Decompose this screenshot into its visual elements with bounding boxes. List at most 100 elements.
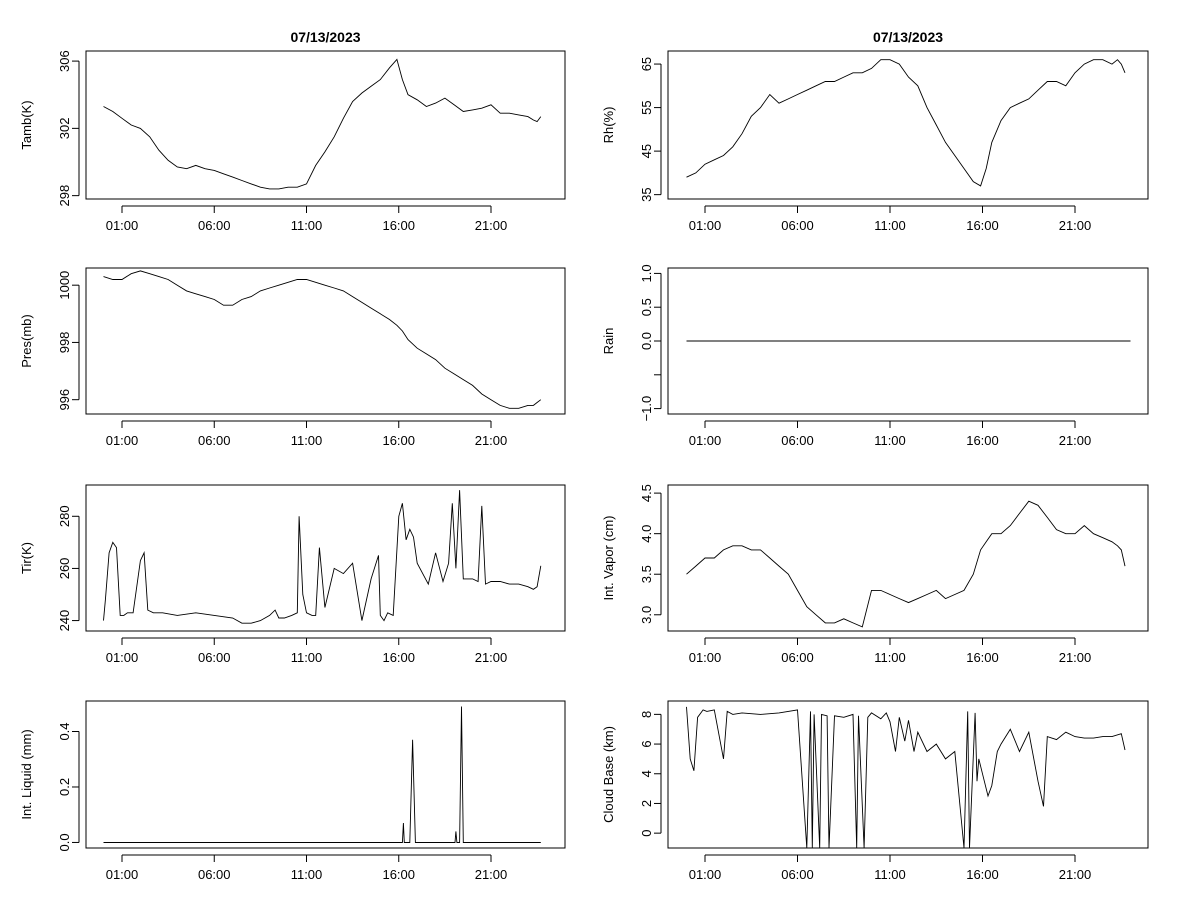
x-tick-label: 21:00 <box>475 218 508 233</box>
y-tick-label: 0.5 <box>639 298 654 316</box>
x-tick-label: 06:00 <box>198 433 231 448</box>
x-tick-label: 21:00 <box>1059 650 1092 665</box>
y-axis-label: Rh(%) <box>601 107 616 144</box>
x-tick-label: 11:00 <box>874 867 906 882</box>
panel-int-liquid-mm: 01:00 06:00 11:00 16:00 21:00 0.0 0.2 0.4 Int. L… <box>19 700 566 882</box>
y-axis-label: Rain <box>601 328 616 355</box>
panel-pres-mb: 01:00 06:00 11:00 16:00 21:00 996 998 1000 Pres(… <box>19 267 566 448</box>
plot-frame <box>85 50 566 200</box>
x-tick-label: 06:00 <box>781 433 814 448</box>
x-tick-label: 01:00 <box>689 433 722 448</box>
panel-int-vapor-cm: 01:00 06:00 11:00 16:00 21:00 3.0 3.5 4.0 4.5 Int… <box>601 484 1149 665</box>
panel-cloud-base-km: 01:00 06:00 11:00 16:00 21:00 0 2 4 6 8 Cloud Base… <box>601 700 1149 882</box>
y-tick-label: 0.2 <box>57 778 72 796</box>
x-tick-label: 01:00 <box>689 650 722 665</box>
x-tick-label: 06:00 <box>781 650 814 665</box>
y-tick-label: 0.0 <box>57 833 72 851</box>
x-tick-label: 11:00 <box>291 650 323 665</box>
x-tick-label: 21:00 <box>475 867 508 882</box>
x-tick-label: 01:00 <box>106 867 139 882</box>
plot-frame <box>85 267 566 415</box>
plot-frame <box>85 484 566 632</box>
y-tick-label: 298 <box>57 185 72 207</box>
y-tick-label: 260 <box>57 558 72 580</box>
y-axis-label: Int. Vapor (cm) <box>601 515 616 600</box>
y-axis-label: Pres(mb) <box>19 314 34 367</box>
chart-title: 07/13/2023 <box>873 29 943 45</box>
series-line <box>686 500 1126 628</box>
x-tick-label: 16:00 <box>382 218 415 233</box>
y-tick-label: 4.5 <box>639 484 654 502</box>
y-tick-label: 35 <box>639 187 654 201</box>
plot-frame <box>667 484 1149 632</box>
y-tick-label: 2 <box>639 800 654 807</box>
y-tick-label: 4.0 <box>639 525 654 543</box>
y-tick-label: 0.4 <box>57 722 72 740</box>
x-tick-label: 16:00 <box>382 867 415 882</box>
y-tick-label: 45 <box>639 144 654 158</box>
x-tick-label: 06:00 <box>198 650 231 665</box>
y-tick-label: 306 <box>57 50 72 72</box>
y-tick-label: 998 <box>57 332 72 354</box>
panel-tamb-k: 07/13/2023 01:00 06:00 11:00 16:00 21:00 298 30… <box>19 29 566 233</box>
plot-frame <box>667 267 1149 415</box>
plot-frame <box>85 700 566 849</box>
y-tick-label: 3.5 <box>639 565 654 583</box>
y-tick-label: 4 <box>639 770 654 777</box>
series-line <box>103 706 541 843</box>
x-tick-label: 11:00 <box>874 433 906 448</box>
x-tick-label: 06:00 <box>781 867 814 882</box>
y-tick-label: 302 <box>57 118 72 140</box>
y-tick-label: −1.0 <box>639 396 654 422</box>
x-tick-label: 11:00 <box>291 433 323 448</box>
x-tick-label: 21:00 <box>475 650 508 665</box>
x-tick-label: 01:00 <box>689 867 722 882</box>
y-tick-label: 1000 <box>57 271 72 300</box>
y-tick-label: 6 <box>639 740 654 747</box>
x-tick-label: 01:00 <box>106 433 139 448</box>
x-tick-label: 11:00 <box>874 650 906 665</box>
x-tick-label: 21:00 <box>475 433 508 448</box>
x-tick-label: 06:00 <box>781 218 814 233</box>
panel-tir-k: 01:00 06:00 11:00 16:00 21:00 240 260 280 Tir(K) <box>19 484 566 665</box>
chart-title: 07/13/2023 <box>290 29 360 45</box>
panel-rain: 01:00 06:00 11:00 16:00 21:00 −1.0 0.0 0.5 1.0 Ra… <box>601 264 1149 448</box>
y-axis-label: Cloud Base (km) <box>601 726 616 823</box>
series-line <box>103 270 542 409</box>
series-line <box>103 490 542 624</box>
x-tick-label: 11:00 <box>291 867 323 882</box>
y-axis-label: Int. Liquid (mm) <box>19 729 34 819</box>
plot-frame <box>667 50 1149 200</box>
y-tick-label: 996 <box>57 389 72 411</box>
x-tick-label: 21:00 <box>1059 433 1092 448</box>
x-tick-label: 16:00 <box>382 650 415 665</box>
x-tick-label: 21:00 <box>1059 218 1092 233</box>
x-tick-label: 16:00 <box>966 650 999 665</box>
y-tick-label: 1.0 <box>639 264 654 282</box>
x-tick-label: 01:00 <box>106 218 139 233</box>
y-tick-label: 8 <box>639 711 654 718</box>
x-tick-label: 16:00 <box>382 433 415 448</box>
x-tick-label: 06:00 <box>198 218 231 233</box>
y-tick-label: 0 <box>639 830 654 837</box>
x-tick-label: 11:00 <box>291 218 323 233</box>
plot-frame <box>667 700 1149 849</box>
x-tick-label: 01:00 <box>106 650 139 665</box>
x-tick-label: 11:00 <box>874 218 906 233</box>
y-axis-label: Tir(K) <box>19 542 34 574</box>
x-tick-label: 06:00 <box>198 867 231 882</box>
series-line <box>686 59 1126 187</box>
panel-rh: 07/13/2023 01:00 06:00 11:00 16:00 21:00 35 45 5… <box>601 29 1149 233</box>
x-tick-label: 16:00 <box>966 433 999 448</box>
y-tick-label: 55 <box>639 100 654 114</box>
x-tick-label: 16:00 <box>966 867 999 882</box>
y-tick-label: 280 <box>57 505 72 527</box>
y-axis-label: Tamb(K) <box>19 100 34 149</box>
y-tick-label: 3.0 <box>639 606 654 624</box>
y-tick-label: 0.0 <box>639 332 654 350</box>
y-tick-label: 240 <box>57 610 72 632</box>
y-tick-label: 65 <box>639 57 654 71</box>
x-tick-label: 16:00 <box>966 218 999 233</box>
x-tick-label: 21:00 <box>1059 867 1092 882</box>
